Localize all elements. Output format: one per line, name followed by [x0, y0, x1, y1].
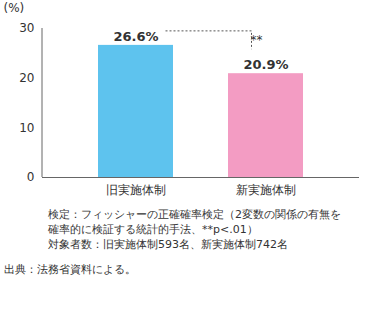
- svg-text:20: 20: [19, 71, 34, 85]
- html-text:検定：フィッシャーの正確確率検定（2変数の関係の有無を確率的: 検定：フィッシャーの正確確率検定（2変数の関係の有無を確率的に検証する統計的手法…: [48, 208, 341, 236]
- svg-text:旧実施体制: 旧実施体制: [106, 183, 166, 197]
- svg-text:20.9%: 20.9%: [243, 57, 288, 72]
- svg-text:新実施体制: 新実施体制: [236, 183, 296, 197]
- html-text:対象者数：旧実施体制593名、新実施体制742名: 対象者数：旧実施体制593名、新実施体制742名: [48, 238, 288, 251]
- svg-text:(%): (%): [4, 1, 25, 15]
- html-text:出典：法務省資料による。: 出典：法務省資料による。: [4, 263, 136, 276]
- svg-text:30: 30: [19, 21, 34, 35]
- svg-text:0: 0: [27, 170, 35, 184]
- svg-text:10: 10: [19, 121, 34, 135]
- svg-text:**: **: [251, 33, 263, 47]
- svg-text:26.6%: 26.6%: [113, 29, 158, 44]
